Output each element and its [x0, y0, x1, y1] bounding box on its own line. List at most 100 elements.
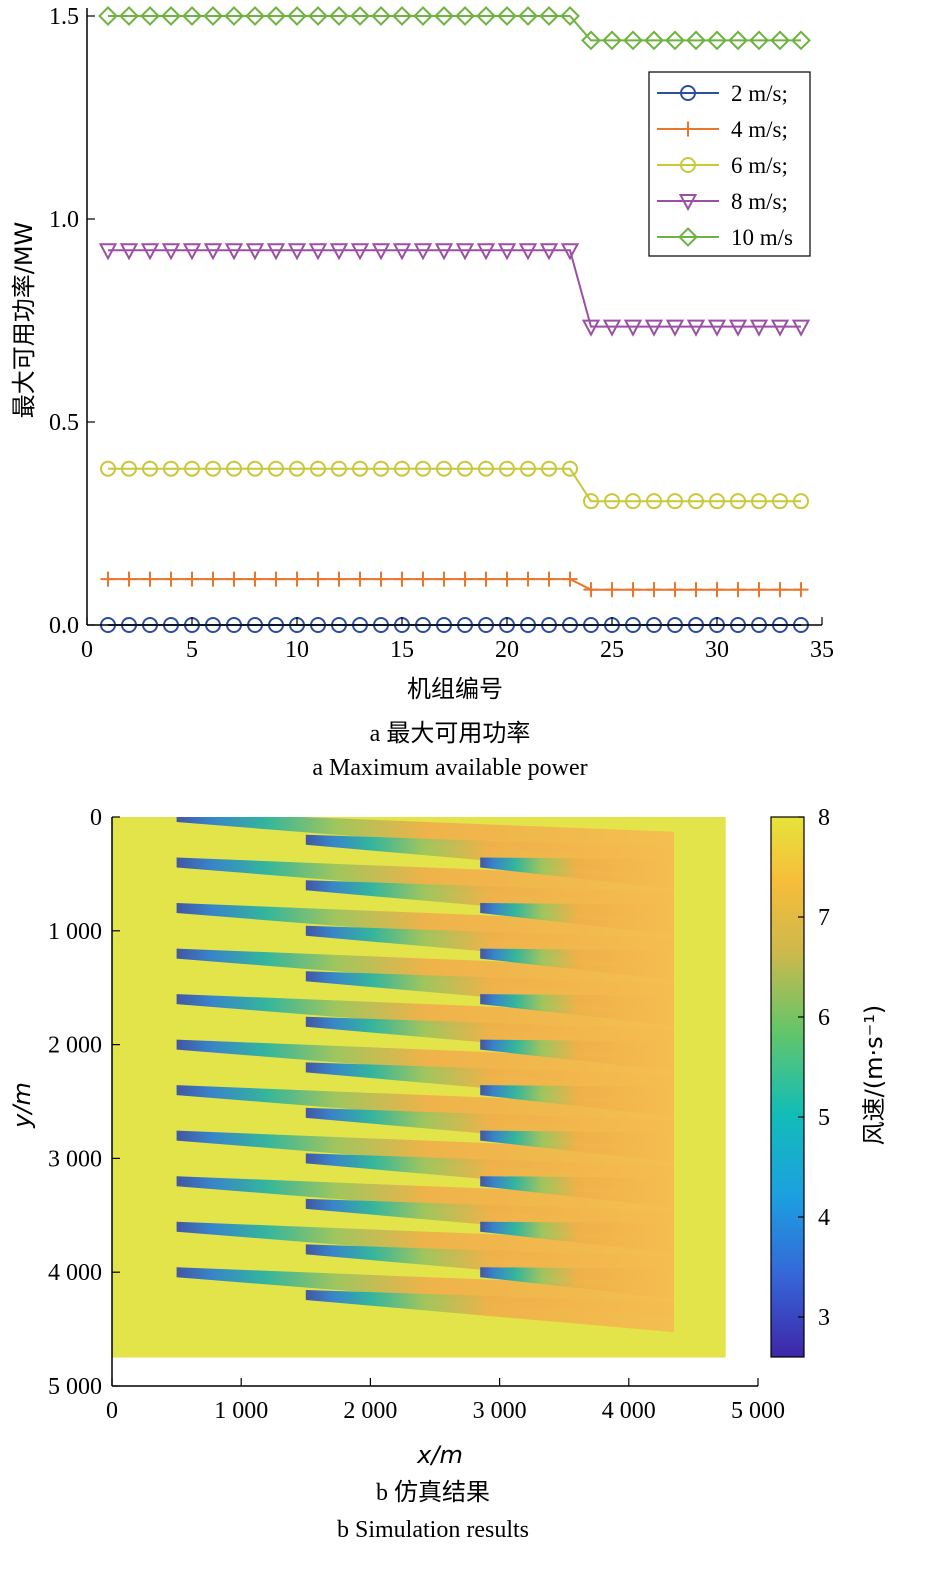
data-point — [604, 493, 620, 510]
y-tick-label-b: 1 000 — [48, 919, 102, 945]
legend-label: 10 m/s — [731, 225, 793, 250]
legend-marker — [678, 194, 698, 212]
data-point — [415, 460, 431, 477]
turbine-wake — [480, 903, 674, 935]
data-point — [140, 6, 160, 26]
caption-b-cn: b 仿真结果 — [376, 1479, 490, 1506]
axes — [86, 8, 822, 626]
y-tick-label: 0.5 — [49, 410, 79, 436]
data-point — [520, 571, 536, 587]
series-line-4 — [108, 15, 801, 42]
data-point — [266, 243, 286, 261]
data-point — [245, 243, 265, 261]
legend: 2 m/s; 4 m/s; 6 m/s; 8 m/s; 10 m/s — [648, 71, 811, 257]
data-point — [119, 6, 139, 26]
data-point — [499, 460, 515, 477]
data-point — [289, 571, 305, 587]
x-tick-label-b: 2 000 — [343, 1398, 397, 1424]
data-point — [686, 319, 706, 337]
data-point — [707, 30, 727, 51]
legend-label: 4 m/s; — [731, 117, 788, 142]
caption-a-en: a Maximum available power — [312, 755, 587, 781]
data-point — [98, 6, 118, 26]
data-point — [350, 6, 370, 26]
y-tick-label-b: 5 000 — [48, 1374, 102, 1400]
x-axis-label: 机组编号 — [407, 675, 503, 703]
legend-label: 8 m/s; — [731, 189, 788, 214]
data-point — [478, 571, 494, 587]
data-point — [497, 243, 517, 261]
legend-item: 8 m/s; — [657, 189, 788, 214]
data-point — [625, 582, 641, 598]
data-point — [224, 6, 244, 26]
data-point — [245, 6, 265, 26]
data-point — [121, 571, 137, 587]
x-tick-label: 10 — [285, 637, 309, 663]
data-point — [226, 571, 242, 587]
data-point — [560, 6, 580, 26]
colorbar-tick-label: 7 — [818, 905, 830, 931]
data-point — [499, 571, 515, 587]
legend-item: 6 m/s; — [657, 153, 788, 178]
data-point — [478, 460, 494, 477]
data-point — [520, 460, 536, 477]
x-tick-label-b: 1 000 — [214, 1398, 268, 1424]
data-point — [392, 243, 412, 261]
colorbar-label: 风速/(m·s⁻¹) — [860, 1005, 888, 1146]
data-point — [394, 460, 410, 477]
data-point — [352, 571, 368, 587]
data-point — [310, 460, 326, 477]
data-point — [184, 571, 200, 587]
y-tick-label-b: 4 000 — [48, 1260, 102, 1286]
data-point — [791, 319, 811, 337]
data-point — [289, 460, 305, 477]
data-point — [161, 243, 181, 261]
series-4 — [98, 6, 811, 51]
data-point — [203, 243, 223, 261]
x-tick-label-b: 0 — [106, 1398, 118, 1424]
data-point — [268, 571, 284, 587]
legend-marker — [680, 121, 696, 137]
turbine-wake — [480, 1130, 674, 1163]
data-point — [602, 319, 622, 337]
legend-label: 2 m/s; — [731, 81, 788, 106]
data-point — [625, 493, 641, 510]
data-point — [182, 6, 202, 26]
data-point — [646, 582, 662, 598]
colorbar-tick-label: 6 — [818, 1005, 830, 1031]
data-point — [709, 493, 725, 510]
data-point — [604, 582, 620, 598]
x-tick-label: 20 — [495, 637, 519, 663]
data-point — [791, 30, 811, 51]
data-point — [455, 6, 475, 26]
colorbar-bar — [770, 816, 805, 1358]
data-point — [667, 493, 683, 510]
data-point — [793, 582, 809, 598]
x-tick-label: 30 — [705, 637, 729, 663]
data-point — [310, 571, 326, 587]
y-axis-label-b: y/m — [8, 1082, 36, 1129]
series-line-3 — [108, 249, 801, 328]
series-line-1 — [108, 578, 801, 591]
data-point — [562, 460, 578, 477]
turbine-wake — [480, 1267, 674, 1299]
data-point — [646, 493, 662, 510]
data-point — [623, 30, 643, 51]
data-point — [350, 243, 370, 261]
data-point — [413, 6, 433, 26]
x-tick-label-b: 4 000 — [602, 1398, 656, 1424]
y-tick-label: 1.0 — [49, 207, 79, 233]
colorbar: 3 4 5 6 7 8 风速/(m·s⁻¹) — [770, 805, 888, 1358]
y-tick-label-b: 0 — [90, 805, 102, 831]
data-point — [665, 30, 685, 51]
data-point — [688, 582, 704, 598]
x-tick-label: 15 — [390, 637, 414, 663]
data-point — [665, 319, 685, 337]
data-point — [205, 571, 221, 587]
data-point — [266, 6, 286, 26]
data-point — [329, 6, 349, 26]
wake-layer — [176, 817, 674, 1333]
data-point — [308, 6, 328, 26]
